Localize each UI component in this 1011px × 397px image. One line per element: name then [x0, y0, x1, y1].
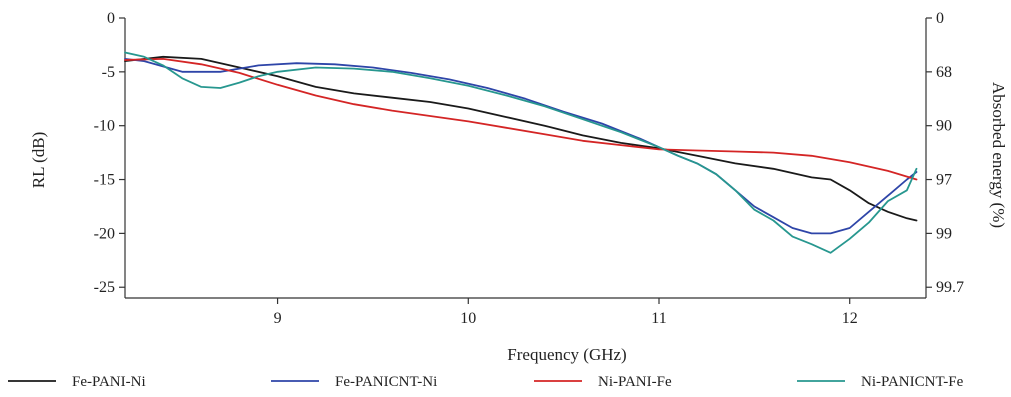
y-tick-label-right: 68 [936, 64, 952, 81]
series-layer [124, 51, 918, 254]
plot-frame [124, 18, 927, 299]
series-line-3 [124, 58, 918, 181]
y-axis-title-right: Absorbed energy (%) [989, 82, 1008, 228]
legend-label: Fe-PANICNT-Ni [335, 374, 437, 390]
series-line-2 [124, 58, 918, 235]
x-tick-label: 9 [274, 310, 282, 327]
y-tick-label-left: -5 [102, 64, 115, 81]
series-line-4 [124, 51, 918, 254]
legend-label: Ni-PANICNT-Fe [861, 374, 964, 390]
legend-label: Fe-PANI-Ni [72, 374, 146, 390]
y-axis-title-left: RL (dB) [29, 132, 48, 189]
x-tick-label: 10 [460, 310, 476, 327]
series-line-1 [124, 55, 918, 222]
y-tick-label-left: -10 [94, 118, 115, 135]
x-tick-label: 12 [842, 310, 858, 327]
y-tick-label-left: -20 [94, 225, 115, 242]
legend-label: Ni-PANI-Fe [598, 374, 672, 390]
x-axis-title: Frequency (GHz) [507, 345, 626, 364]
y-tick-label-right: 97 [936, 172, 952, 189]
x-tick-label: 11 [651, 310, 666, 327]
y-tick-label-right: 90 [936, 118, 952, 135]
y-tick-label-right: 99 [936, 225, 952, 242]
y-tick-label-left: -15 [94, 172, 115, 189]
y-tick-label-right: 0 [936, 10, 944, 27]
y-axis-left: 0 -5 -10 -15 -20 -25 [94, 10, 125, 296]
y-tick-label-left: -25 [94, 279, 115, 296]
legend: Fe-PANI-Ni Fe-PANICNT-Ni Ni-PANI-Fe Ni-PANI… [8, 374, 964, 390]
y-axis-right: 0 68 90 97 99 99.7 [926, 10, 964, 296]
x-axis: 9 10 11 12 [274, 298, 858, 327]
y-tick-label-left: 0 [107, 10, 115, 27]
y-tick-label-right: 99.7 [936, 279, 964, 296]
